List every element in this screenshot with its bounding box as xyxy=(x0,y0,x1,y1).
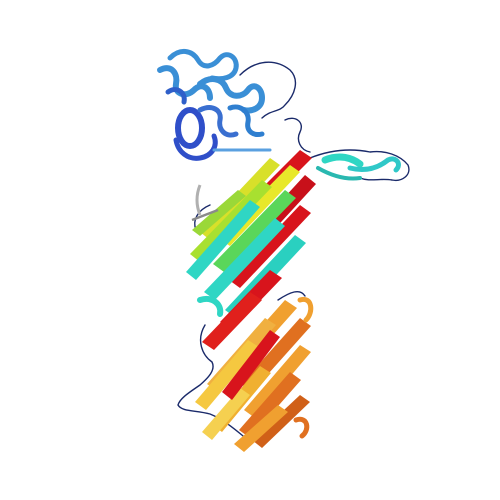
side-loop xyxy=(316,153,401,181)
middle-strands xyxy=(197,270,282,350)
upper-beta-sheet xyxy=(186,150,316,318)
helix-domain xyxy=(157,49,272,161)
coil-loops xyxy=(177,61,410,441)
lower-beta-sheet xyxy=(195,296,314,452)
